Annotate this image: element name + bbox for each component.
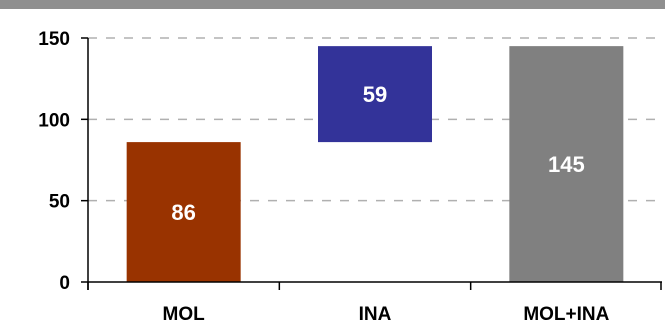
x-category-label: MOL xyxy=(163,304,206,325)
bar-ina xyxy=(318,46,432,143)
x-category-labels: MOL INA MOL+INA xyxy=(163,304,610,325)
y-tick-label: 0 xyxy=(59,273,70,294)
y-tick-label: 50 xyxy=(49,192,70,213)
x-category-label: INA xyxy=(359,304,392,325)
y-tick-labels: 0 50 100 150 xyxy=(38,29,70,294)
y-tick-label: 100 xyxy=(38,110,70,131)
data-label: 59 xyxy=(363,82,387,107)
y-tick-label: 150 xyxy=(38,29,70,50)
top-band xyxy=(0,0,665,9)
data-label: 145 xyxy=(548,152,585,177)
data-labels: 86 59 145 xyxy=(171,82,584,225)
data-label: 86 xyxy=(171,200,195,225)
bar-mol-ina xyxy=(509,46,624,283)
x-category-label: MOL+INA xyxy=(523,304,609,325)
bars xyxy=(126,46,624,283)
axes xyxy=(81,37,662,290)
bar-mol xyxy=(126,142,241,282)
